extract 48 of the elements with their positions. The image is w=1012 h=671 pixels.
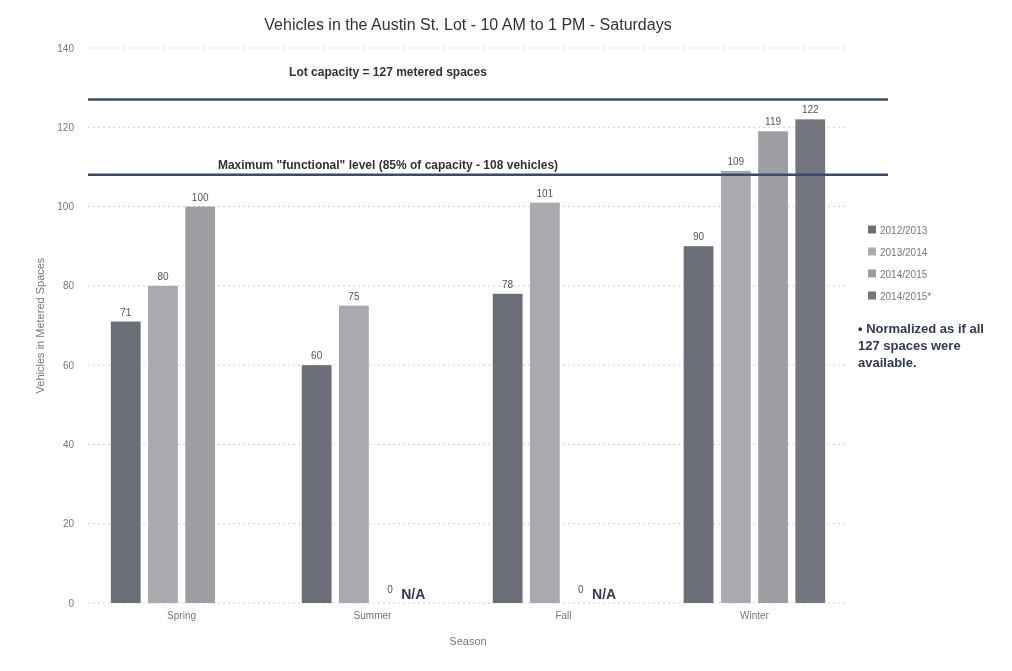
bar	[683, 246, 714, 603]
legend-label: 2014/2015*	[880, 290, 932, 302]
bar	[795, 119, 826, 603]
y-tick-label: 140	[57, 42, 75, 54]
bar	[185, 206, 216, 603]
bar	[148, 285, 178, 603]
data-label: 100	[191, 191, 209, 203]
y-tick-label: 100	[57, 201, 75, 213]
legend-label: 2013/2014	[880, 246, 928, 258]
annotation: 0	[387, 584, 394, 595]
x-axis-title: Season	[449, 635, 487, 647]
y-axis-title: Vehicles in Metered Spaces	[34, 257, 46, 394]
bar	[110, 321, 141, 603]
data-label: 80	[157, 270, 169, 282]
bar	[758, 131, 788, 603]
annotation: N/A	[401, 586, 426, 602]
chart-title: Vehicles in the Austin St. Lot - 10 AM to 1 PM - Saturdays	[264, 16, 672, 33]
x-tick-label: Winter	[739, 610, 770, 621]
legend-label: 2012/2013	[880, 224, 928, 236]
bar	[339, 305, 369, 603]
data-label: 60	[311, 350, 323, 362]
legend-label: 2014/2015	[880, 268, 928, 280]
x-tick-label: Summer	[353, 610, 393, 621]
ref-line-label: Lot capacity = 127 metered spaces	[289, 64, 488, 79]
data-label: 75	[348, 290, 360, 302]
data-label: 119	[765, 116, 782, 128]
bar	[720, 170, 751, 603]
x-tick-label: Fall	[555, 610, 572, 621]
y-tick-label: 20	[62, 518, 75, 530]
annotation: N/A	[592, 586, 617, 602]
y-tick-label: 40	[62, 438, 75, 450]
bar	[529, 202, 560, 603]
data-label: 90	[693, 231, 705, 243]
bar	[301, 365, 332, 603]
x-tick-label: Spring	[167, 610, 197, 621]
y-tick-label: 0	[68, 597, 75, 609]
data-label: 78	[502, 278, 514, 290]
data-label: 122	[801, 104, 820, 116]
data-label: 71	[120, 306, 132, 318]
y-tick-label: 120	[57, 121, 75, 133]
y-tick-label: 80	[62, 280, 75, 292]
bar	[492, 293, 523, 603]
data-label: 109	[727, 155, 745, 167]
y-tick-label: 60	[62, 359, 75, 371]
annotation: 0	[578, 584, 585, 595]
text: • Normalized as if all 127 spaces were available.	[858, 319, 985, 371]
data-label: 101	[536, 187, 554, 199]
ref-line-label: Maximum "functional" level (85% of capacity - 108 vehicles)	[217, 157, 559, 172]
